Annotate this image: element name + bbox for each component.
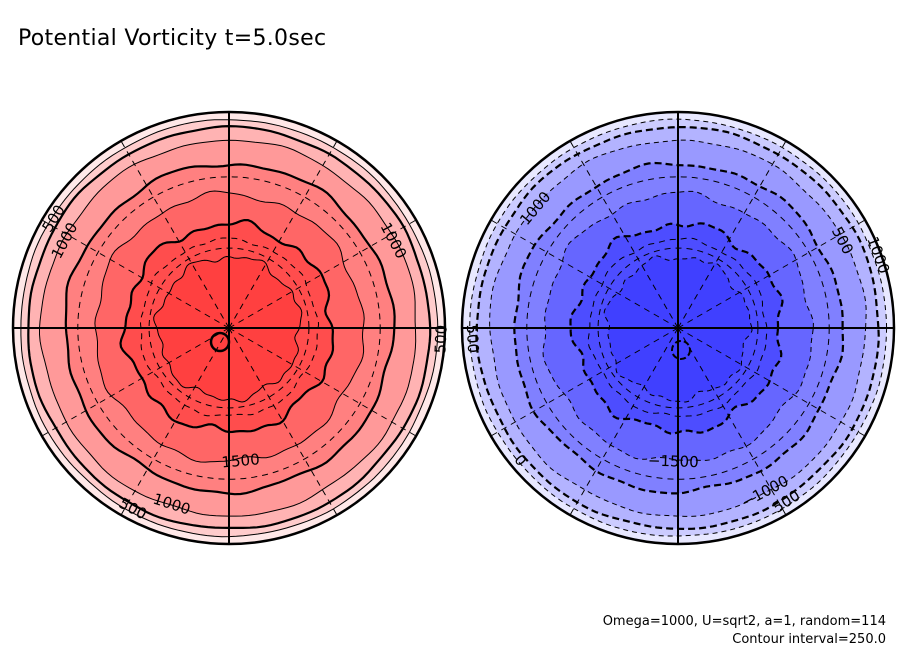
plot-title: Potential Vorticity t=5.0sec <box>18 26 327 51</box>
contour-line <box>489 139 867 517</box>
contour-interval-text: Contour interval=250.0 <box>732 632 886 647</box>
grid-meridian <box>677 327 787 516</box>
grid-meridian <box>120 327 230 516</box>
grid-meridian <box>569 327 679 516</box>
vortex-core-contour <box>209 331 231 353</box>
grid-meridian <box>490 327 679 437</box>
grid-meridian <box>490 219 679 329</box>
contour-label: 500 <box>431 324 450 354</box>
contour-label: −1500 <box>648 451 699 471</box>
grid-meridian <box>228 140 338 329</box>
grid-meridian <box>41 327 230 437</box>
grid-meridian <box>228 327 338 516</box>
grid-meridian <box>677 327 866 437</box>
grid-meridian <box>228 327 417 437</box>
vortex-core-contour <box>671 340 691 360</box>
grid-meridian <box>228 219 417 329</box>
grid-meridian <box>120 140 230 329</box>
grid-meridian <box>41 219 230 329</box>
grid-meridian <box>677 219 866 329</box>
plot-boundary <box>11 110 447 546</box>
plot-boundary <box>460 110 896 546</box>
contour-line <box>469 118 888 537</box>
contour-label: 500 <box>463 324 482 354</box>
grid-meridian <box>677 140 787 329</box>
grid-meridian <box>569 140 679 329</box>
contour-label: 1500 <box>221 450 261 471</box>
parameters-text: Omega=1000, U=sqrt2, a=1, random=114 <box>602 614 886 629</box>
